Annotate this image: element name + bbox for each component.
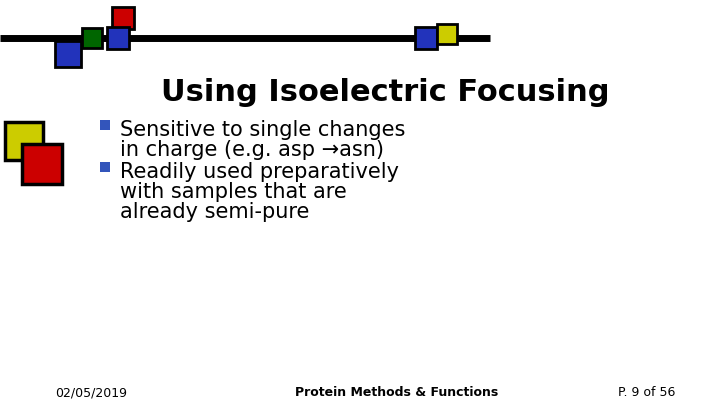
Bar: [100, 120, 110, 130]
Bar: [415, 27, 437, 49]
Bar: [112, 7, 134, 29]
Text: Readily used preparatively: Readily used preparatively: [120, 162, 399, 182]
Bar: [5, 122, 43, 160]
Bar: [55, 41, 81, 67]
Text: Protein Methods & Functions: Protein Methods & Functions: [295, 386, 498, 399]
Text: with samples that are: with samples that are: [120, 182, 347, 202]
Text: 02/05/2019: 02/05/2019: [55, 386, 127, 399]
Bar: [82, 28, 102, 48]
Text: P. 9 of 56: P. 9 of 56: [618, 386, 675, 399]
Bar: [22, 144, 62, 184]
Text: Sensitive to single changes: Sensitive to single changes: [120, 120, 405, 140]
Text: already semi-pure: already semi-pure: [120, 202, 310, 222]
Bar: [100, 162, 110, 172]
Text: Using Isoelectric Focusing: Using Isoelectric Focusing: [161, 78, 609, 107]
Bar: [437, 24, 457, 44]
Text: in charge (e.g. asp →asn): in charge (e.g. asp →asn): [120, 140, 384, 160]
Bar: [107, 27, 129, 49]
